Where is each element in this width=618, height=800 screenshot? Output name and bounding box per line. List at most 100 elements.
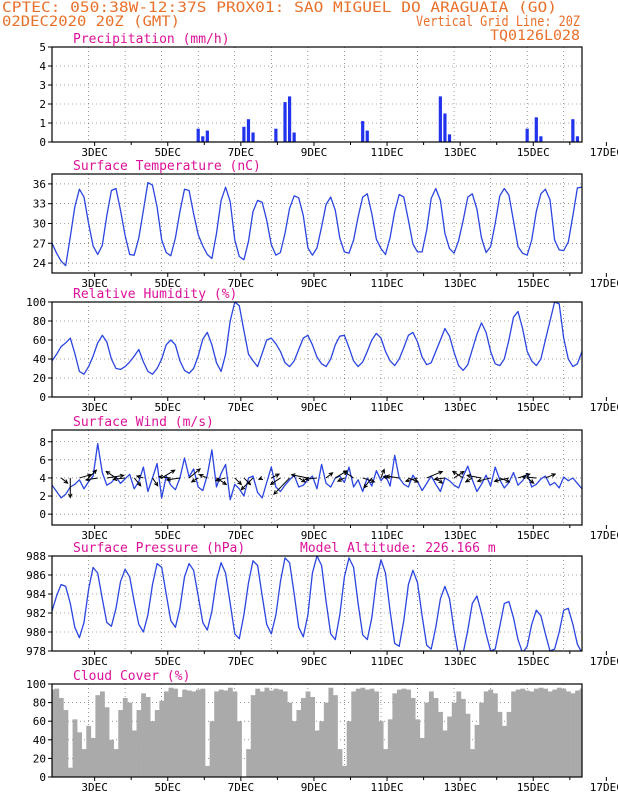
cloud-column xyxy=(264,687,270,777)
cloud-column xyxy=(141,693,146,777)
wind-series xyxy=(52,442,582,501)
panel-wind: 0 2 4 6 8 3DEC 5DEC 7DEC 9DEC 11DEC 13DEC 15DEC 17DE… xyxy=(39,415,618,542)
cloud-column xyxy=(273,688,279,777)
wind-vector xyxy=(271,473,280,479)
cloud-column xyxy=(104,707,110,777)
temp-series xyxy=(52,181,582,267)
wind-vector xyxy=(88,469,97,479)
panel-frame xyxy=(51,683,583,778)
x-tick-label: 7DEC xyxy=(228,781,255,794)
cloud-column xyxy=(451,702,457,777)
cloud-column xyxy=(154,710,160,777)
cloud-column xyxy=(374,691,379,777)
cloud-column xyxy=(415,719,421,777)
cloud-column xyxy=(612,690,617,777)
cloud-column xyxy=(259,691,265,777)
y-tick-label: 1 xyxy=(39,117,46,130)
x-tick-label: 9DEC xyxy=(301,781,328,794)
wind-vector-head xyxy=(370,478,376,483)
cloud-column xyxy=(296,710,302,777)
cloud-column xyxy=(159,700,165,777)
cloud-column xyxy=(566,691,571,777)
x-tick-label: 15DEC xyxy=(517,277,550,290)
y-tick-label: 80 xyxy=(33,315,46,328)
cloud-column xyxy=(291,721,297,777)
wind-vector-head xyxy=(214,477,220,482)
cloud-column xyxy=(465,713,471,777)
cloud-column xyxy=(428,691,434,777)
wind-vector xyxy=(465,477,473,483)
wind-vector-head xyxy=(275,473,281,478)
cloud-column xyxy=(223,690,229,777)
cloud-column xyxy=(200,688,206,777)
pres-series xyxy=(52,556,582,651)
cloud-column xyxy=(131,730,137,777)
x-tick-label: 11DEC xyxy=(370,277,403,290)
cloud-column xyxy=(479,702,485,777)
header-run-date: 02DEC2020 20Z (GMT) xyxy=(2,14,180,30)
wind-vector-head xyxy=(119,473,125,479)
panel-title: Precipitation (mm/h) xyxy=(73,32,230,47)
x-tick-label: 3DEC xyxy=(81,529,108,542)
cloud-column xyxy=(186,690,192,777)
panel-frame xyxy=(51,46,583,143)
cloud-column xyxy=(278,689,284,777)
y-tick-label: 6 xyxy=(39,454,46,467)
rh-line xyxy=(52,302,582,375)
y-tick-label: 980 xyxy=(26,626,46,639)
cloud-column xyxy=(369,688,375,777)
wind-vector-head xyxy=(257,475,263,480)
x-tick-label: 13DEC xyxy=(444,146,477,159)
cloud-column xyxy=(95,695,101,777)
cloud-column xyxy=(150,721,156,777)
y-tick-label: 60 xyxy=(33,715,46,728)
panel-frame xyxy=(51,555,583,652)
wind-vector-head xyxy=(135,474,141,480)
y-tick-label: 20 xyxy=(33,752,46,765)
y-tick-label: 982 xyxy=(26,607,46,620)
y-tick-label: 8 xyxy=(39,436,46,449)
header-model-id: TQ0126L028 xyxy=(490,28,580,44)
cloud-column xyxy=(337,749,343,777)
cloud-column xyxy=(255,688,261,777)
cloud-column xyxy=(442,730,448,777)
cloud-column xyxy=(538,687,544,777)
cloud-column xyxy=(556,687,562,777)
wind-vector xyxy=(199,474,208,479)
x-tick-label: 3DEC xyxy=(81,401,108,414)
cloud-column xyxy=(406,689,411,777)
x-tick-label: 3DEC xyxy=(81,655,108,668)
cloud-column xyxy=(511,691,517,777)
y-tick-label: 3 xyxy=(39,79,46,92)
cloud-column xyxy=(332,695,338,777)
panel-frame xyxy=(51,429,583,526)
wind-vector xyxy=(215,477,226,482)
cloud-column xyxy=(232,691,238,777)
wind-vector-head xyxy=(451,470,457,476)
cloud-column xyxy=(603,691,608,777)
cloud-column xyxy=(488,689,494,777)
wind-vector xyxy=(343,471,354,479)
cloud-column xyxy=(561,688,567,777)
x-tick-label: 3DEC xyxy=(81,781,108,794)
wind-vector xyxy=(408,477,419,483)
wind-vector-head xyxy=(68,493,73,499)
precip-bar xyxy=(287,96,292,142)
panel-precip: 0 1 2 3 4 5 3DEC 5DEC 7DEC 9DEC 11DEC 13DEC 15DEC 17D… xyxy=(39,32,618,159)
wind-vector xyxy=(243,477,251,485)
header-grid-note: Vertical Grid Line: 20Z xyxy=(416,14,580,30)
wind-vector-head xyxy=(342,470,348,476)
cloud-column xyxy=(52,689,55,777)
x-tick-label: 3DEC xyxy=(81,277,108,290)
cloud-column xyxy=(77,732,82,777)
cloud-column xyxy=(346,721,352,777)
y-tick-label: 0 xyxy=(39,771,46,784)
wind-vector xyxy=(325,472,333,479)
cloud-column xyxy=(547,691,553,777)
wind-vector-head xyxy=(404,478,410,483)
wind-vector-head xyxy=(433,476,439,481)
x-tick-label: 15DEC xyxy=(517,781,550,794)
precip-bar xyxy=(443,113,447,142)
wind-vector-head xyxy=(84,477,90,482)
